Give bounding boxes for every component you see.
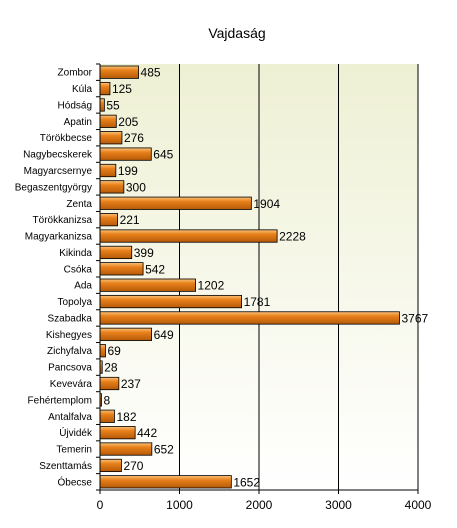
category-label-4: Apatin <box>64 117 92 128</box>
value-label-18: 69 <box>107 344 121 358</box>
category-label-20: Kevevára <box>50 379 93 390</box>
category-label-5: Törökbecse <box>40 133 93 144</box>
category-label-25: Szenttamás <box>39 461 92 472</box>
category-label-23: Újvidék <box>59 426 93 439</box>
bar-10 <box>99 213 118 227</box>
bar-14 <box>99 278 196 292</box>
value-label-20: 237 <box>121 377 141 391</box>
category-label-7: Magyarcsernye <box>24 166 93 177</box>
value-label-19: 28 <box>104 361 118 375</box>
category-label-24: Temerin <box>56 445 92 456</box>
bar-20 <box>99 376 120 391</box>
value-label-6: 645 <box>153 148 173 162</box>
bar-16 <box>99 311 400 325</box>
category-label-10: Törökkanizsa <box>33 215 93 226</box>
x-tick-labels: 0 1000 2000 3000 4000 <box>97 498 432 512</box>
bar-4 <box>99 114 117 128</box>
chart-title: Vajdaság <box>208 25 265 41</box>
category-label-15: Topolya <box>58 297 93 308</box>
x-tick-label-0: 0 <box>97 498 104 512</box>
bar-9 <box>99 196 252 210</box>
category-label-22: Antalfalva <box>48 412 92 423</box>
bar-26 <box>99 475 232 489</box>
value-label-12: 399 <box>134 246 154 260</box>
value-label-5: 276 <box>124 131 144 145</box>
category-label-14: Ada <box>74 281 92 292</box>
x-tick-label-2000: 2000 <box>246 498 273 512</box>
category-label-21: Fehértemplom <box>28 395 92 406</box>
category-label-12: Kikinda <box>59 248 92 259</box>
value-label-22: 182 <box>116 410 136 424</box>
value-label-8: 300 <box>126 180 146 194</box>
value-label-2: 125 <box>112 82 132 96</box>
bar-11 <box>99 229 278 243</box>
bar-23 <box>99 426 136 440</box>
bar-17 <box>99 327 152 341</box>
bar-8 <box>99 180 125 194</box>
bar-24 <box>99 442 153 456</box>
value-label-4: 205 <box>118 115 138 129</box>
category-label-18: Zichyfalva <box>47 346 92 357</box>
value-label-9: 1904 <box>253 197 280 211</box>
category-label-26: Óbecse <box>58 475 93 488</box>
category-label-9: Zenta <box>66 199 92 210</box>
x-tick-label-3000: 3000 <box>325 498 352 512</box>
bar-12 <box>99 245 133 260</box>
value-label-1: 485 <box>141 66 161 80</box>
value-label-14: 1202 <box>198 279 225 293</box>
bar-22 <box>99 409 115 423</box>
bar-15 <box>99 294 242 309</box>
category-label-3: Hódság <box>58 100 92 111</box>
value-label-23: 442 <box>137 426 157 440</box>
category-label-13: Csóka <box>64 264 93 275</box>
value-label-25: 270 <box>123 459 143 473</box>
category-label-6: Nagybecskerek <box>23 150 93 161</box>
value-label-3: 55 <box>106 98 120 112</box>
value-label-26: 1652 <box>233 475 260 489</box>
category-label-2: Kúla <box>72 84 92 95</box>
gridlines <box>179 64 419 490</box>
bar-5 <box>99 131 123 145</box>
value-label-16: 3767 <box>401 311 428 325</box>
value-label-11: 2228 <box>279 230 306 244</box>
x-tick-label-4000: 4000 <box>405 498 432 512</box>
bar-6 <box>99 147 152 161</box>
category-label-11: Magyarkanizsa <box>25 232 93 243</box>
axes <box>96 63 419 494</box>
value-label-7: 199 <box>118 164 138 178</box>
category-label-16: Szabadka <box>48 313 93 324</box>
value-label-24: 652 <box>154 443 174 457</box>
bar-18 <box>99 344 106 358</box>
bar-3 <box>99 98 105 112</box>
bars-group <box>99 65 400 489</box>
x-tick-label-1000: 1000 <box>166 498 193 512</box>
value-label-10: 221 <box>120 213 140 227</box>
category-label-17: Kishegyes <box>46 330 92 341</box>
category-labels: Zombor Kúla Hódság Apatin Törökbecse Nagybecs… <box>15 68 93 489</box>
category-label-19: Pancsova <box>48 363 92 374</box>
bar-25 <box>99 458 122 473</box>
bar-13 <box>99 262 144 276</box>
bar-2 <box>99 81 111 96</box>
value-labels: 485 125 55 205 276 645 199 300 1904 221 2228 399 542… <box>104 66 429 490</box>
bar-1 <box>99 65 139 79</box>
value-label-17: 649 <box>154 328 174 342</box>
category-label-1: Zombor <box>58 68 93 79</box>
category-label-8: Begaszentgyörgy <box>15 182 92 193</box>
value-label-13: 542 <box>145 262 165 276</box>
value-label-21: 8 <box>104 393 111 407</box>
value-label-15: 1781 <box>244 295 271 309</box>
bar-7 <box>99 163 117 178</box>
